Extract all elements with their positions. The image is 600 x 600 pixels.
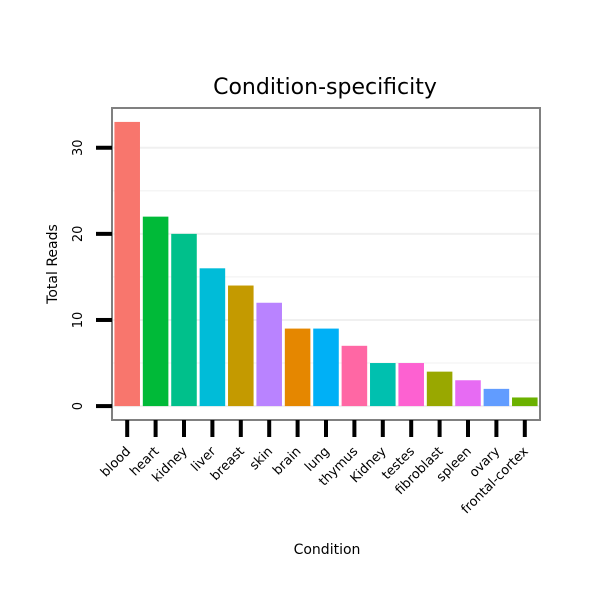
bar-heart bbox=[142, 216, 169, 407]
x-tick-label: blood bbox=[98, 444, 134, 480]
y-axis: 0 10 20 30 bbox=[71, 139, 112, 410]
y-tick-label: 0 bbox=[71, 402, 86, 410]
x-axis-label: Condition bbox=[294, 542, 361, 558]
bar-blood bbox=[114, 121, 140, 407]
bar-liver bbox=[199, 268, 226, 407]
bars bbox=[114, 121, 538, 407]
bar-lung bbox=[313, 328, 339, 407]
bar-spleen bbox=[455, 380, 481, 407]
bar-frontal-cortex bbox=[512, 397, 538, 407]
y-tick-label: 10 bbox=[71, 312, 86, 329]
y-tick-label: 20 bbox=[71, 226, 86, 243]
bar-testes bbox=[398, 363, 424, 407]
bar-kidney bbox=[370, 363, 396, 407]
y-axis-label: Total Reads bbox=[45, 224, 61, 305]
y-tick-label: 30 bbox=[71, 139, 86, 156]
bar-thymus bbox=[341, 345, 368, 407]
x-tick-label: brain bbox=[270, 444, 304, 478]
bar-fibroblast bbox=[426, 371, 453, 407]
bar-breast bbox=[228, 285, 254, 407]
chart-title: Condition-specificity bbox=[213, 75, 437, 100]
bar-brain bbox=[284, 328, 311, 407]
bar-kidney bbox=[171, 233, 197, 407]
bar-skin bbox=[256, 302, 282, 407]
bar-ovary bbox=[483, 388, 510, 407]
